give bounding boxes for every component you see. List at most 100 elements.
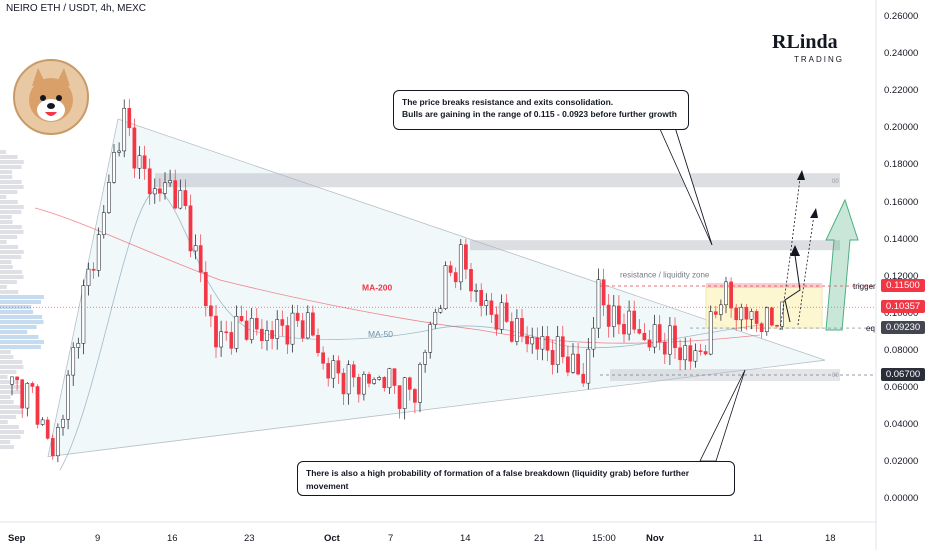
candle-body: [148, 169, 151, 194]
annotation-top-line2: Bulls are gaining in the range of 0.115 …: [402, 108, 680, 120]
candle-body: [158, 189, 161, 194]
candle-body: [475, 290, 478, 291]
candle-body: [41, 420, 44, 425]
candle-body: [541, 336, 544, 349]
candle-body: [82, 286, 85, 344]
candle-body: [296, 313, 299, 320]
candle-body: [740, 307, 743, 319]
candle-body: [163, 183, 166, 193]
volume-profile-bar: [0, 445, 14, 449]
y-tick-label: 0.18000: [884, 159, 918, 170]
volume-profile-bar: [0, 300, 41, 304]
y-tick-label: 0.02000: [884, 456, 918, 467]
resistance-mid-zone: [470, 240, 840, 250]
candle-body: [271, 330, 274, 338]
candle-body: [424, 352, 427, 364]
candle-body: [10, 377, 13, 384]
candle-body: [67, 375, 70, 419]
candle-body: [663, 342, 666, 354]
candle-body: [633, 311, 636, 329]
volume-profile-bar: [0, 350, 11, 354]
candle-body: [306, 313, 309, 338]
volume-profile-bar: [0, 295, 44, 299]
candle-body: [316, 335, 319, 352]
x-tick-label: 21: [534, 533, 545, 544]
candle-body: [112, 152, 115, 182]
candle-body: [107, 182, 110, 212]
volume-profile-bar: [0, 150, 6, 154]
candle-body: [230, 332, 233, 348]
x-tick-label: Sep: [8, 533, 25, 544]
candle-body: [515, 318, 518, 341]
volume-profile-bar: [0, 185, 24, 189]
candle-body: [311, 313, 314, 335]
candle-body: [169, 180, 172, 182]
x-tick-label: 16: [167, 533, 178, 544]
volume-profile-bar: [0, 375, 8, 379]
candle-body: [439, 309, 442, 313]
candle-body: [184, 190, 187, 205]
volume-profile-bar: [0, 440, 10, 444]
candle-body: [622, 324, 625, 334]
candle-body: [199, 245, 202, 272]
candle-body: [566, 357, 569, 372]
candle-body: [699, 351, 702, 352]
candle-body: [658, 325, 661, 342]
volume-profile-bar: [0, 240, 7, 244]
volume-profile-bar: [0, 265, 13, 269]
candle-body: [245, 321, 248, 340]
volume-profile-bar: [0, 395, 11, 399]
candle-body: [643, 333, 646, 340]
ma-200-label: MA-200: [362, 283, 393, 293]
eq-label: eq: [866, 324, 875, 333]
candle-body: [138, 156, 141, 169]
volume-profile-bar: [0, 380, 19, 384]
candle-body: [755, 311, 758, 323]
volume-profile-bar: [0, 340, 44, 344]
bullish-arrow: [826, 200, 858, 330]
candle-body: [255, 318, 258, 329]
candle-body: [704, 351, 707, 354]
candle-body: [26, 383, 29, 408]
candle-body: [602, 280, 605, 305]
candle-body: [36, 386, 39, 424]
volume-profile-bar: [0, 200, 18, 204]
candle-body: [403, 378, 406, 409]
volume-profile-bar: [0, 330, 27, 334]
candle-body: [531, 338, 534, 344]
candle-body: [689, 346, 692, 362]
candle-body: [286, 326, 289, 345]
volume-profile-bar: [0, 420, 8, 424]
symbol-title[interactable]: NEIRO ETH / USDT, 4h, MEXC: [6, 3, 146, 14]
y-tick-label: 0.14000: [884, 234, 918, 245]
x-tick-label: 7: [388, 533, 393, 544]
annotation-top: The price breaks resistance and exits co…: [393, 90, 689, 130]
volume-profile-bar: [0, 205, 24, 209]
candle-body: [260, 329, 263, 341]
candle-body: [327, 363, 330, 378]
candle-body: [123, 108, 126, 151]
y-tick-label: 0.00000: [884, 493, 918, 504]
candle-body: [770, 308, 773, 325]
volume-profile-bar: [0, 235, 17, 239]
volume-profile-bar: [0, 365, 23, 369]
candle-body: [179, 190, 182, 208]
candle-body: [551, 350, 554, 364]
candle-body: [281, 319, 284, 325]
price-tag: 0.06700: [881, 368, 925, 381]
volume-profile-bar: [0, 285, 7, 289]
candle-body: [775, 325, 778, 326]
volume-profile-bar: [0, 410, 23, 414]
volume-profile-bar: [0, 250, 24, 254]
y-tick-label: 0.26000: [884, 11, 918, 22]
candle-body: [556, 337, 559, 365]
brand-bottom: TRADING: [794, 55, 844, 64]
candle-body: [597, 280, 600, 328]
candle-body: [51, 438, 54, 455]
candle-body: [505, 303, 508, 322]
candle-body: [393, 369, 396, 386]
candle-body: [449, 266, 452, 273]
note-bottom-callout: [700, 370, 745, 461]
volume-profile-bar: [0, 170, 12, 174]
candle-body: [724, 282, 727, 305]
